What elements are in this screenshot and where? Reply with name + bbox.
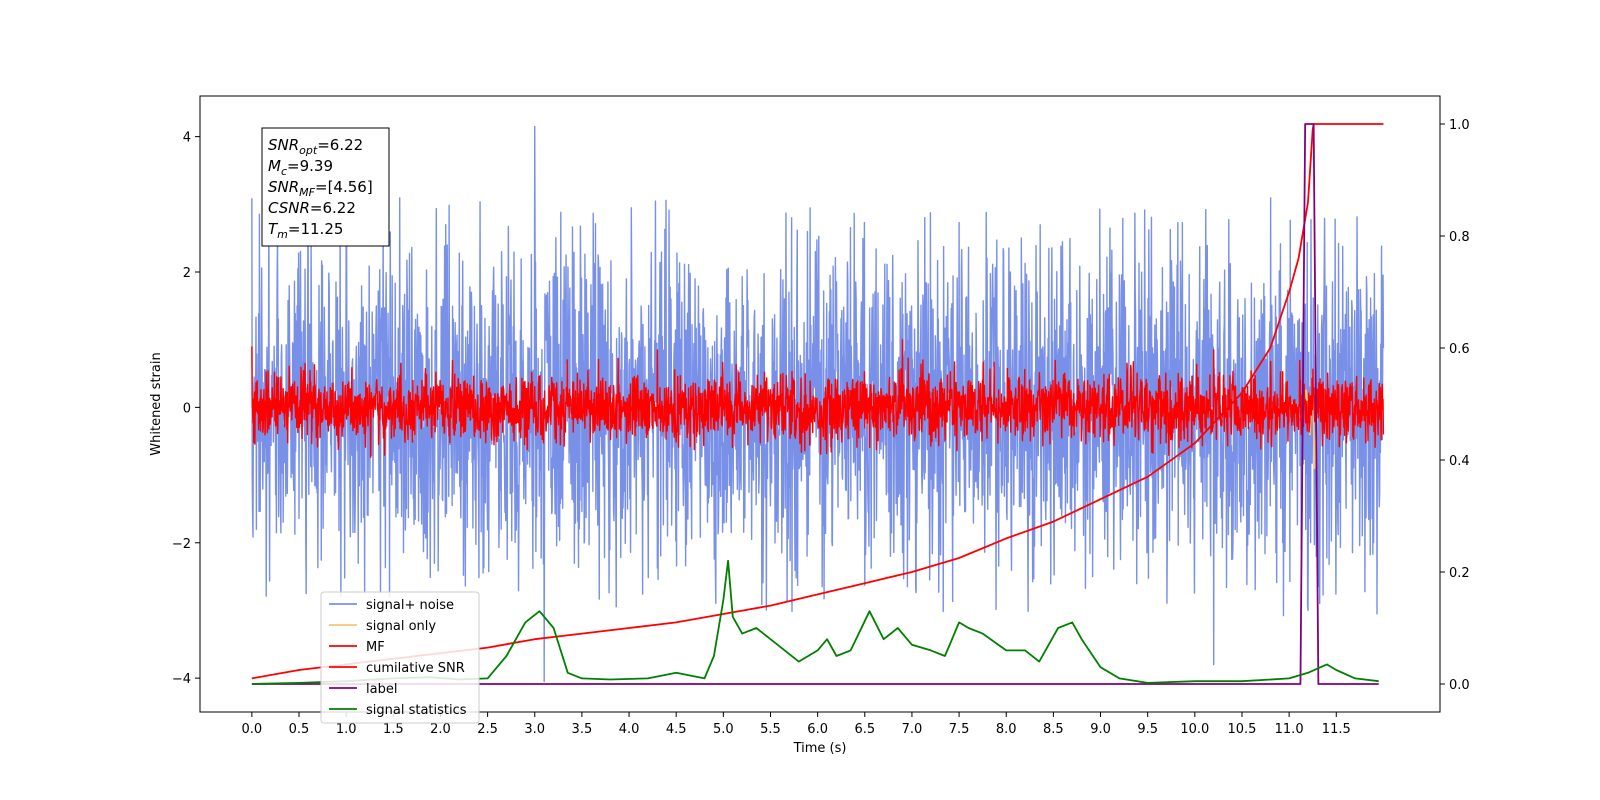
legend-entry-label: MF [366,640,385,655]
legend-entry-label: signal only [366,619,436,634]
annotation-line: Mc=9.39 [268,157,333,178]
y-left-tick-label: 2 [183,266,191,281]
y-left-tick-label: 0 [183,401,191,416]
y-left-tick-label: 4 [183,131,191,146]
plot-lines [251,123,1385,685]
annotation-line: SNRopt=6.22 [268,136,363,157]
y-axis-left-ticks: −4 −2 0 2 4 [172,131,200,687]
x-tick-label: 3.5 [572,722,593,737]
x-tick-label: 6.0 [807,722,828,737]
x-tick-label: 11.5 [1322,722,1351,737]
x-tick-label: 4.5 [666,722,687,737]
annotation-line: CSNR=6.22 [268,199,356,217]
series-signal-noise-line [251,125,1385,683]
x-tick-label: 10.0 [1180,722,1209,737]
y-right-tick-label: 0.0 [1449,678,1470,693]
annotation-line: SNRMF=[4.56] [268,178,373,199]
x-tick-label: 3.0 [524,722,545,737]
y-right-tick-label: 1.0 [1449,118,1470,133]
legend-entry-label: signal+ noise [366,598,454,613]
y-right-tick-label: 0.4 [1449,454,1470,469]
x-tick-label: 8.5 [1043,722,1064,737]
x-tick-label: 7.5 [949,722,970,737]
y-left-tick-label: −2 [172,537,191,552]
x-tick-label: 5.5 [760,722,781,737]
legend-entry-label: label [366,682,397,697]
x-tick-label: 8.0 [996,722,1017,737]
legend-frame [320,591,480,724]
y-axis-label: Whitened strain [149,352,164,455]
y-right-tick-label: 0.6 [1449,342,1470,357]
x-tick-label: 0.5 [289,722,310,737]
x-tick-label: 6.5 [854,722,875,737]
series-mf-line [251,338,1385,458]
x-tick-label: 1.5 [383,722,404,737]
x-tick-label: 10.5 [1228,722,1257,737]
series-cumulative-snr-line [251,123,1384,680]
x-tick-label: 7.0 [902,722,923,737]
x-tick-label: 5.0 [713,722,734,737]
x-tick-label: 2.5 [477,722,498,737]
x-tick-label: 11.0 [1275,722,1304,737]
legend-entry-label: cumilative SNR [366,661,465,676]
legend-entry-label: signal statistics [366,703,467,718]
x-tick-label: 9.5 [1137,722,1158,737]
x-tick-label: 1.0 [336,722,357,737]
x-axis-ticks: 0.0 0.5 1.0 1.5 2.0 2.5 3.0 3.5 4.0 4.5 5.0 5.5 6.0 6… [242,712,1351,737]
legend: signal+ noise signal only MF cumilative SNR… [320,591,480,724]
x-tick-label: 4.0 [619,722,640,737]
annotation-line: Tm=11.25 [268,220,343,241]
y-right-tick-label: 0.8 [1449,230,1470,245]
y-right-tick-label: 0.2 [1449,566,1470,581]
annotation-frame [261,127,390,247]
x-tick-label: 2.0 [430,722,451,737]
y-left-tick-label: −4 [172,672,191,687]
axes-frame [199,95,1441,713]
x-tick-label: 9.0 [1090,722,1111,737]
y-axis-right-ticks: 0.0 0.2 0.4 0.6 0.8 1.0 [1440,118,1470,693]
x-tick-label: 0.0 [242,722,263,737]
x-axis-label: Time (s) [793,741,847,756]
series-label-line [251,123,1379,685]
series-signal-statistics-line [251,559,1379,685]
